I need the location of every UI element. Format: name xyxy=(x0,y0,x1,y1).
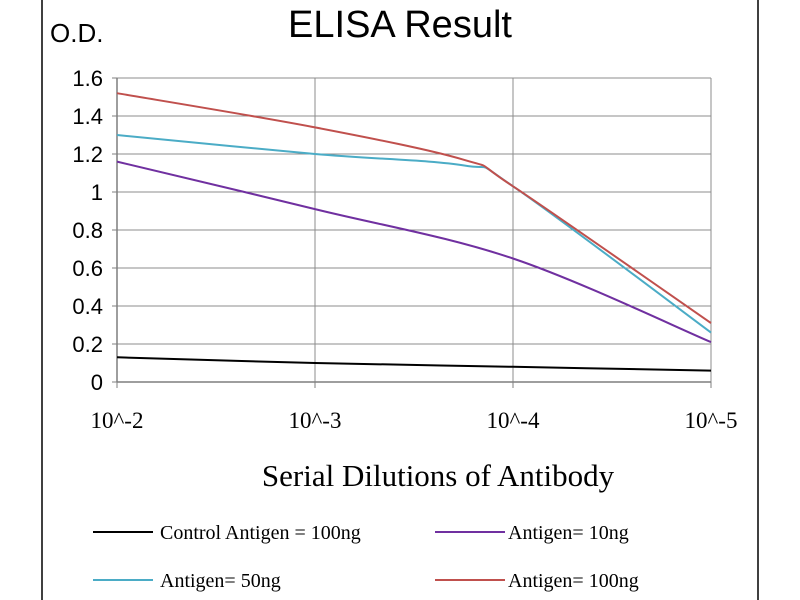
series-line-3 xyxy=(116,92,712,324)
series-line-1 xyxy=(116,160,712,344)
y-tick-label-5: 1 xyxy=(91,180,103,205)
series-lines xyxy=(116,92,712,372)
y-tick-label-4: 0.8 xyxy=(72,218,103,243)
x-tick-label-1: 10^-3 xyxy=(289,408,342,433)
y-tick-label-1: 0.2 xyxy=(72,332,103,357)
x-tick-label-2: 10^-4 xyxy=(487,408,540,433)
series-line-2 xyxy=(116,134,712,334)
legend-label-3: Antigen= 100ng xyxy=(508,570,639,592)
x-tick-label-3: 10^-5 xyxy=(685,408,738,433)
y-tick-label-3: 0.6 xyxy=(72,256,103,281)
legend-label-1: Antigen= 10ng xyxy=(508,522,629,544)
axes xyxy=(112,77,712,388)
legend: Control Antigen = 100ng Antigen= 10ng Anti… xyxy=(93,522,639,592)
y-tick-label-6: 1.2 xyxy=(72,142,103,167)
x-tick-label-0: 10^-2 xyxy=(91,408,144,433)
y-tick-label-8: 1.6 xyxy=(72,66,103,91)
x-axis-label: Serial Dilutions of Antibody xyxy=(262,458,615,493)
legend-label-0: Control Antigen = 100ng xyxy=(160,522,361,544)
y-tick-label-0: 0 xyxy=(91,370,103,395)
grid xyxy=(117,77,712,382)
y-tick-label-7: 1.4 xyxy=(72,104,103,129)
chart-title: ELISA Result xyxy=(288,4,512,46)
y-tick-labels: 0 0.2 0.4 0.6 0.8 1 1.2 1.4 1.6 xyxy=(72,66,103,395)
legend-label-2: Antigen= 50ng xyxy=(160,570,281,592)
y-tick-label-2: 0.4 xyxy=(72,294,103,319)
x-tick-labels: 10^-2 10^-3 10^-4 10^-5 xyxy=(91,408,738,433)
y-axis-label: O.D. xyxy=(50,18,103,48)
series-line-0 xyxy=(116,356,712,372)
